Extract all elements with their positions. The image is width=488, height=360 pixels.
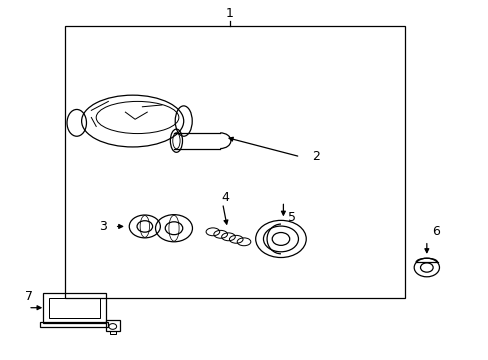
Bar [106,320,119,331]
Bar [64,26,404,298]
Bar [110,331,116,334]
Text: 4: 4 [221,192,228,204]
Text: 6: 6 [431,225,439,238]
Text: 1: 1 [225,8,233,21]
Bar [42,293,106,323]
Text: 5: 5 [287,211,296,224]
Text: 2: 2 [312,150,320,163]
Bar [48,298,100,318]
Bar [40,322,108,327]
Text: 3: 3 [99,220,107,233]
Text: 7: 7 [25,289,33,303]
